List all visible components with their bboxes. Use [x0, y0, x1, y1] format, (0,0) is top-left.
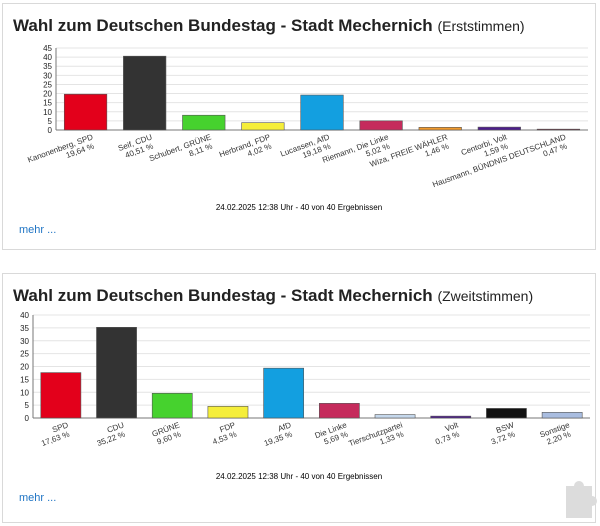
title-subtitle: (Erststimmen): [437, 18, 525, 34]
category-label: Sonstige2,20 %: [538, 420, 574, 448]
category-label: Schubert, GRÜNE8,11 %: [148, 132, 216, 171]
bar[interactable]: [40, 372, 82, 419]
y-tick-label: 15: [20, 375, 29, 384]
bar[interactable]: [263, 367, 305, 419]
y-tick-label: 25: [20, 350, 29, 359]
category-label: Riemann, Die Linke5,02 %: [321, 132, 393, 173]
bar[interactable]: [241, 122, 285, 131]
result-panel-erststimmen: Wahl zum Deutschen Bundestag - Stadt Mec…: [2, 3, 596, 250]
puzzle-icon: [566, 481, 597, 518]
y-tick-label: 35: [20, 324, 29, 333]
y-tick-label: 0: [48, 126, 53, 135]
title-main: Wahl zum Deutschen Bundestag - Stadt Mec…: [13, 16, 433, 35]
panel-title: Wahl zum Deutschen Bundestag - Stadt Mec…: [13, 286, 533, 306]
bar[interactable]: [430, 415, 472, 419]
y-tick-label: 40: [20, 311, 29, 320]
y-tick-label: 0: [25, 414, 30, 423]
y-tick-label: 25: [43, 80, 52, 89]
bar[interactable]: [541, 412, 583, 419]
y-tick-label: 35: [43, 62, 52, 71]
bar[interactable]: [486, 408, 527, 419]
bar[interactable]: [477, 126, 521, 131]
y-tick-label: 10: [43, 108, 52, 117]
category-name: AfD: [277, 420, 293, 433]
category-label: SPD17,63 %: [37, 420, 73, 448]
bar[interactable]: [182, 114, 226, 131]
bar[interactable]: [418, 127, 462, 131]
bar[interactable]: [374, 414, 416, 419]
bar[interactable]: [63, 93, 108, 131]
result-timestamp: 24.02.2025 12:38 Uhr - 40 von 40 Ergebni…: [215, 203, 383, 212]
bar[interactable]: [318, 403, 360, 419]
y-tick-label: 20: [20, 363, 29, 372]
category-label: AfD19,35 %: [260, 420, 296, 448]
category-label: Tierschutzpartei1,33 %: [347, 420, 407, 456]
y-tick-label: 10: [20, 388, 29, 397]
more-link[interactable]: mehr ...: [19, 224, 57, 236]
bar-chart-zweitstimmen: 0 5 10 15 20 25 30 35 40 SPD17,63 % CDU35,22 % GRÜN…: [20, 311, 590, 456]
title-main: Wahl zum Deutschen Bundestag - Stadt Mec…: [13, 286, 433, 305]
category-label: GRÜNE9,60 %: [151, 420, 184, 447]
category-label: BSW3,72 %: [487, 420, 519, 446]
category-label: Herbrand, FDP4,02 %: [218, 132, 275, 167]
title-subtitle: (Zweitstimmen): [437, 288, 534, 304]
category-label: Kanonenberg, SPD19,64 %: [26, 132, 97, 173]
y-tick-label: 15: [43, 99, 52, 108]
y-tick-label: 5: [48, 117, 53, 126]
bar[interactable]: [123, 55, 167, 131]
bar[interactable]: [96, 327, 137, 419]
data-label: 19,35 %: [263, 430, 294, 448]
category-label: Die Linke5,69 %: [314, 420, 352, 449]
panel-title: Wahl zum Deutschen Bundestag - Stadt Mec…: [13, 16, 525, 36]
bar[interactable]: [151, 392, 193, 419]
y-tick-label: 40: [43, 53, 52, 62]
bar[interactable]: [536, 128, 581, 131]
more-link[interactable]: mehr ...: [19, 492, 57, 504]
result-timestamp: 24.02.2025 12:38 Uhr - 40 von 40 Ergebni…: [215, 472, 383, 481]
category-label: CDU35,22 %: [93, 420, 129, 448]
category-label: FDP4,53 %: [208, 420, 239, 446]
y-tick-label: 5: [25, 401, 30, 410]
y-tick-label: 45: [43, 44, 52, 53]
category-label: Volt0,73 %: [431, 420, 463, 446]
bar[interactable]: [207, 406, 249, 419]
y-tick-label: 20: [43, 90, 52, 99]
y-tick-label: 30: [43, 71, 52, 80]
bar[interactable]: [300, 94, 344, 131]
result-panel-zweitstimmen: Wahl zum Deutschen Bundestag - Stadt Mec…: [2, 273, 596, 523]
bar[interactable]: [359, 120, 403, 131]
y-tick-label: 30: [20, 337, 29, 346]
